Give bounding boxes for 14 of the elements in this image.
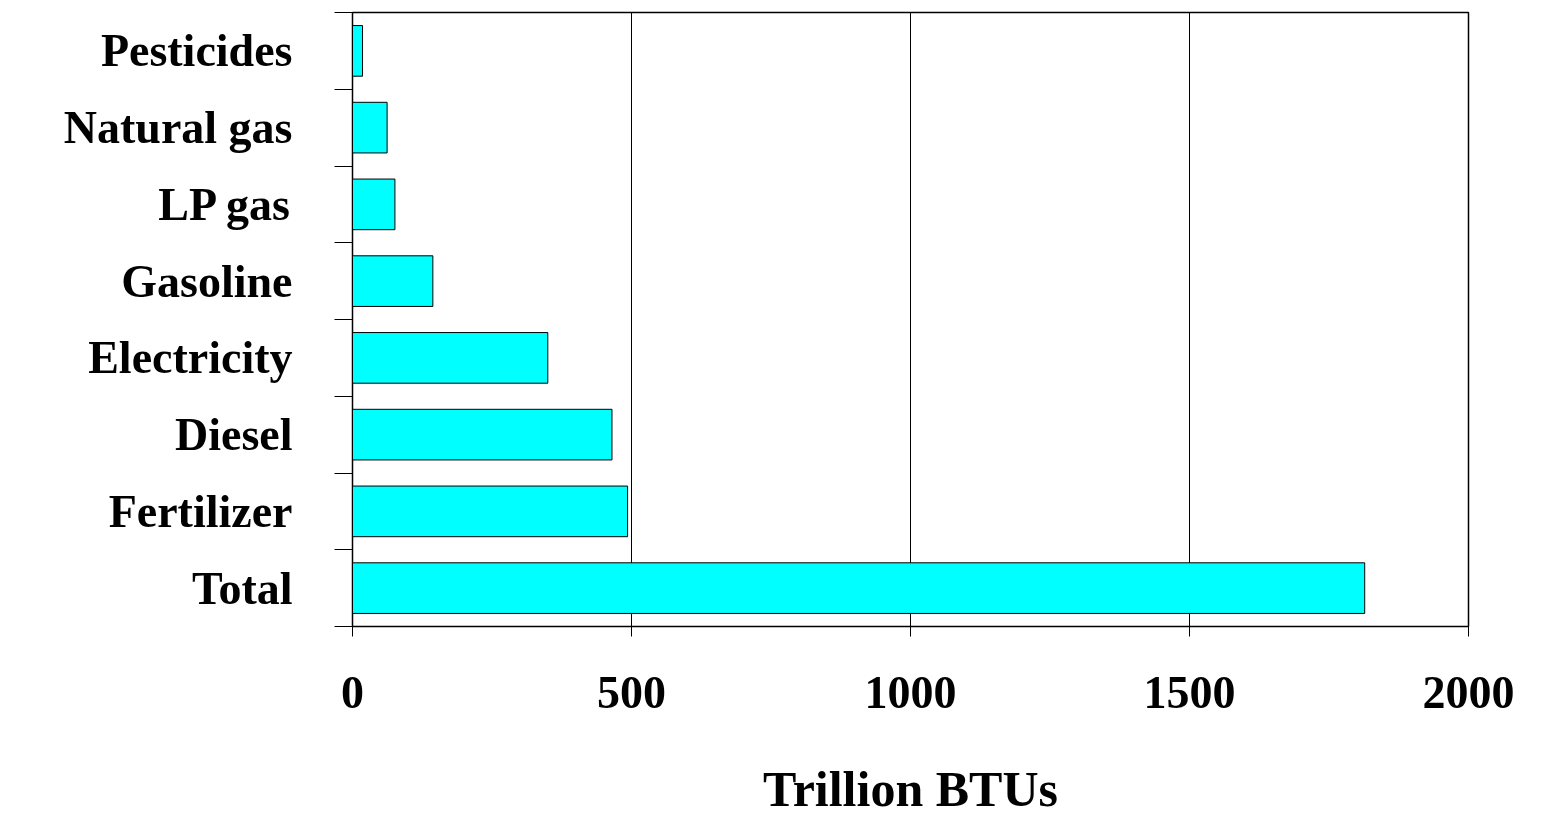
x-tick-label: 1000 — [864, 666, 957, 718]
y-tick-label: Fertilizer — [108, 485, 293, 537]
x-tick-label: 500 — [597, 666, 666, 718]
y-tick-label: Total — [191, 562, 293, 614]
x-tick-label: 1500 — [1143, 666, 1236, 718]
y-tick-label: Gasoline — [121, 255, 293, 307]
x-tick-label: 2000 — [1422, 666, 1515, 718]
y-tick-label: Natural gas — [63, 102, 293, 154]
x-tick-label: 0 — [341, 666, 364, 718]
y-tick-label: Diesel — [174, 409, 293, 461]
y-tick-label: Electricity — [88, 332, 293, 384]
y-tick-label: Pesticides — [100, 25, 293, 77]
x-axis-title: Trillion BTUs — [763, 760, 1058, 817]
y-tick-label: LP gas — [158, 178, 290, 230]
